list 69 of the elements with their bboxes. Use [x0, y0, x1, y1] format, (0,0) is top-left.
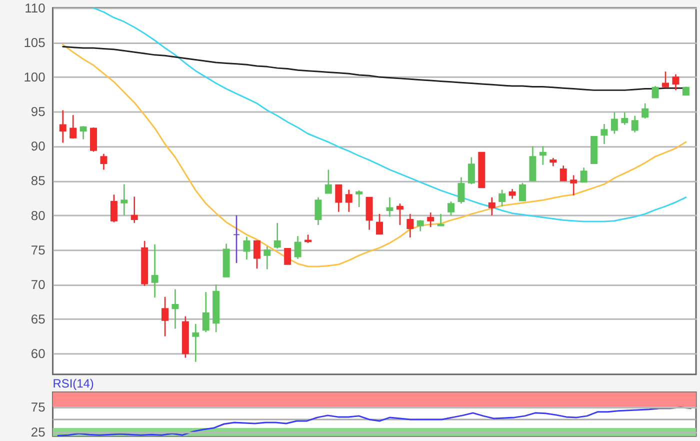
candlestick: [600, 123, 608, 145]
y-tick-label: 80: [30, 208, 46, 223]
y-tick-label: 90: [30, 138, 46, 154]
candlestick: [672, 74, 680, 91]
line-series: [57, 406, 692, 436]
candlestick: [314, 196, 322, 226]
candlestick: [386, 196, 394, 218]
candlestick: [70, 114, 77, 140]
y-tick-label: 60: [30, 346, 46, 362]
candlestick: [560, 164, 567, 182]
candlestick: [498, 189, 506, 207]
y-tick-label: 110: [24, 0, 46, 16]
candlestick: [437, 213, 444, 226]
chart-title: RSI(14): [52, 376, 94, 390]
candlestick: [652, 85, 659, 98]
candlestick: [110, 194, 118, 223]
candlestick: [580, 166, 588, 183]
candlestick: [130, 196, 138, 224]
y-tick-label: 95: [30, 104, 46, 120]
candlestick: [162, 296, 168, 337]
y-tick-label: 85: [30, 173, 46, 188]
candlestick: [284, 248, 292, 265]
candlestick: [458, 176, 465, 204]
candlestick: [90, 126, 97, 152]
candlestick: [356, 190, 363, 208]
candlestick: [416, 220, 424, 232]
candlestick: [642, 102, 649, 120]
candlestick: [233, 214, 240, 264]
y-tick-label: 100: [24, 70, 46, 85]
candlestick: [570, 174, 578, 196]
y-tick-label: 25: [30, 424, 46, 440]
candlestick: [202, 291, 210, 333]
candlestick: [172, 288, 179, 330]
y-tick-label: 75: [30, 242, 46, 258]
candlestick: [448, 200, 454, 216]
candlestick: [324, 169, 332, 194]
candlestick: [427, 212, 434, 228]
candlestick: [621, 112, 628, 126]
candlestick: [345, 189, 352, 213]
candlestick: [243, 236, 250, 260]
candlestick: [335, 184, 342, 213]
candlestick: [294, 235, 302, 260]
candlestick: [396, 202, 404, 226]
candlestick: [468, 156, 475, 185]
y-tick-label: 105: [24, 34, 46, 50]
y-tick-label: 65: [30, 312, 46, 327]
candlestick: [274, 222, 281, 250]
candlestick: [488, 196, 496, 216]
candlestick: [120, 184, 128, 216]
line-series: [62, 44, 687, 268]
candlestick: [376, 213, 383, 235]
candlestick: [662, 70, 669, 88]
candlestick: [192, 323, 200, 363]
candlestick: [508, 188, 516, 200]
candlestick: [366, 196, 373, 230]
y-tick-label: 75: [30, 399, 46, 414]
candlestick: [59, 110, 66, 144]
candlestick: [519, 182, 526, 202]
candlestick: [253, 240, 260, 270]
candlestick: [151, 244, 158, 298]
candlestick: [631, 115, 638, 134]
candlestick: [406, 213, 414, 238]
candlestick: [610, 112, 618, 134]
line-series: [92, 7, 687, 222]
candlestick: [100, 153, 108, 170]
candlestick: [264, 246, 271, 270]
y-tick-label: 70: [30, 276, 46, 292]
candlestick: [80, 125, 87, 140]
candlestick: [539, 146, 546, 166]
